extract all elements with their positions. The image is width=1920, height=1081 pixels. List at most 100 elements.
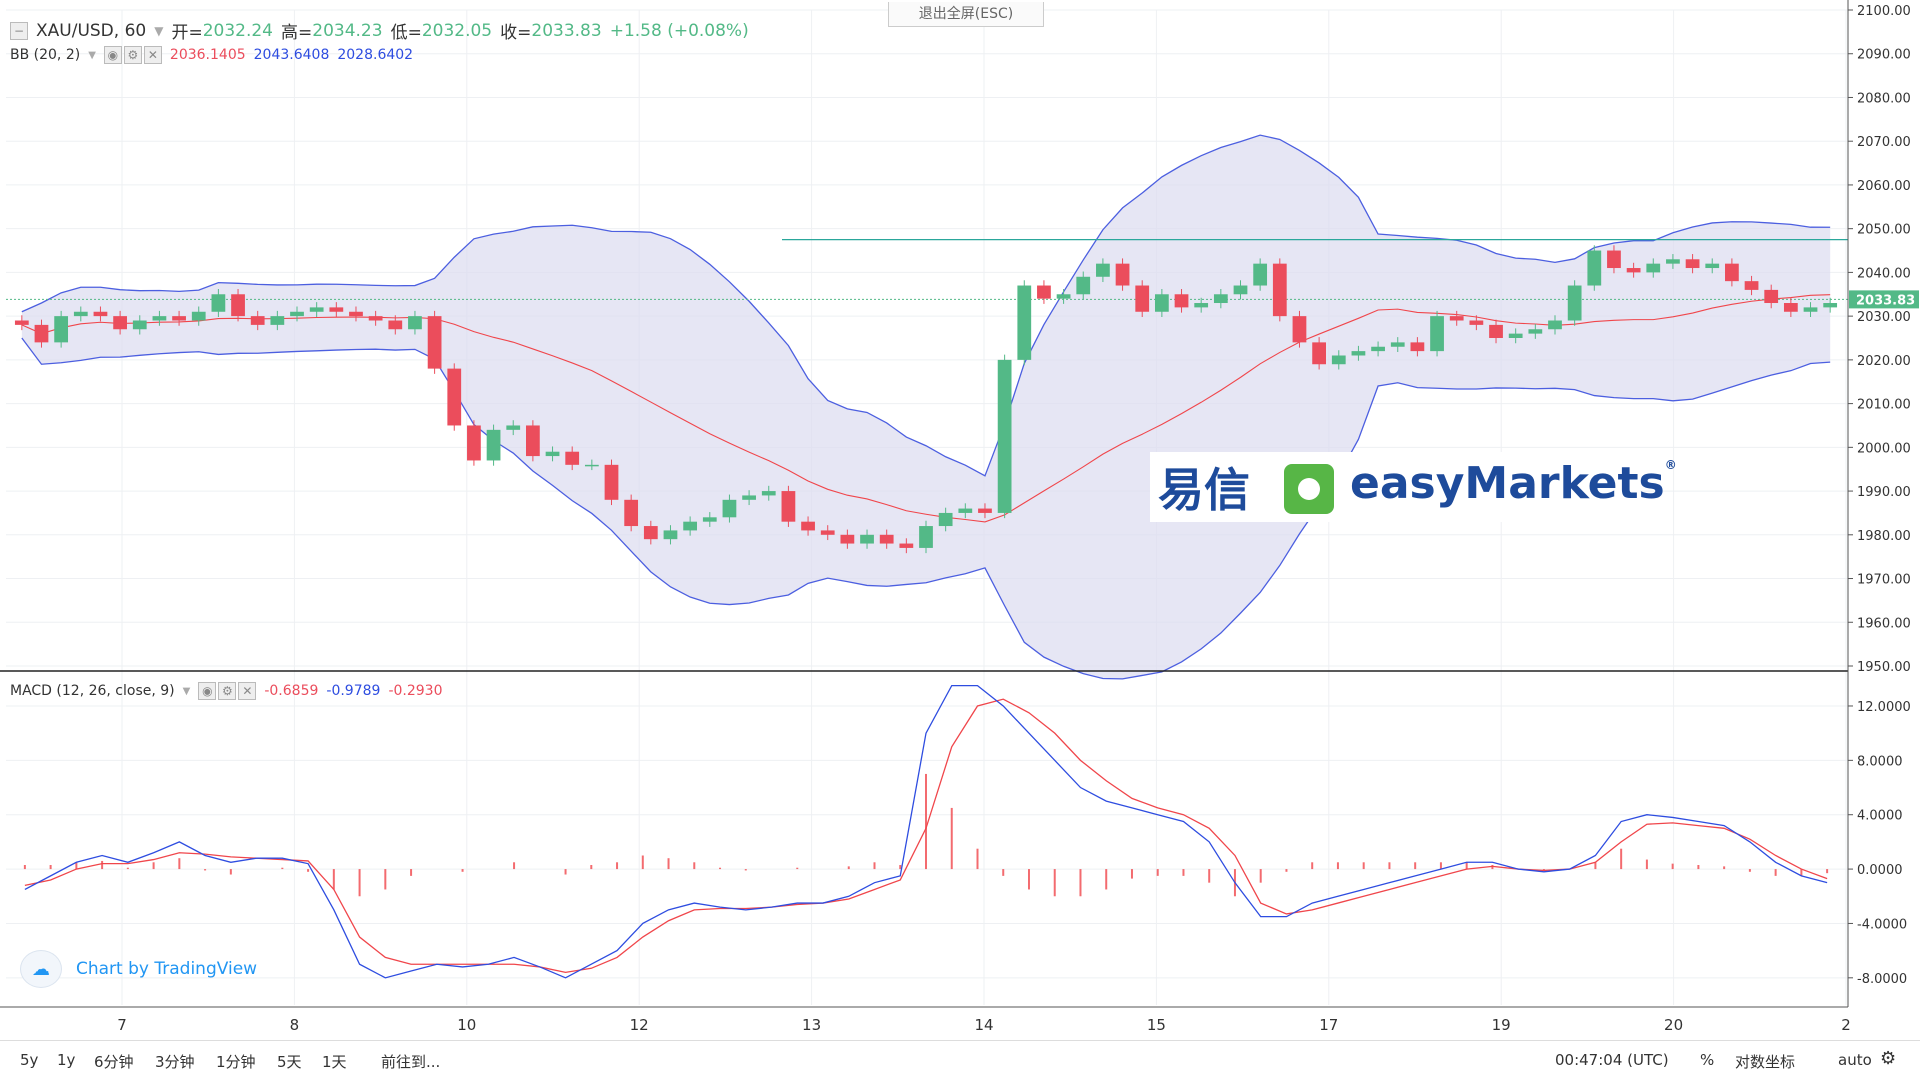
- candle-body: [821, 530, 835, 534]
- settings-icon[interactable]: ⚙: [124, 46, 142, 64]
- range-5y[interactable]: 5y: [20, 1051, 38, 1069]
- y-tick-label: 1990.00: [1857, 485, 1911, 500]
- candle-body: [624, 500, 638, 526]
- candle-body: [408, 316, 422, 329]
- brand-en: easyMarkets®: [1350, 458, 1677, 509]
- candle-body: [1234, 286, 1248, 295]
- candle-body: [1528, 329, 1542, 333]
- x-tick-label: 2: [1841, 1016, 1851, 1034]
- candle-body: [919, 526, 933, 548]
- candle-body: [880, 535, 894, 544]
- x-tick-label: 12: [630, 1016, 649, 1034]
- bb-name: BB (20, 2): [10, 47, 80, 63]
- macd-tick-label: -4.0000: [1857, 917, 1907, 932]
- candle-body: [998, 360, 1012, 513]
- candle-body: [860, 535, 874, 544]
- y-tick-label: 2080.00: [1857, 91, 1911, 106]
- goto-button[interactable]: 前往到...: [381, 1051, 440, 1072]
- bb-lower-value: 2028.6402: [337, 47, 413, 63]
- candle-body: [1253, 264, 1267, 286]
- settings-icon[interactable]: ⚙: [218, 682, 236, 700]
- candle-body: [153, 316, 167, 320]
- range-1y[interactable]: 1y: [57, 1051, 75, 1069]
- candle-body: [1273, 264, 1287, 316]
- candle-body: [349, 312, 363, 316]
- eye-icon[interactable]: ◉: [198, 682, 216, 700]
- chevron-down-icon[interactable]: ▼: [88, 50, 96, 61]
- signal-value: -0.9789: [326, 683, 380, 699]
- candle-body: [113, 316, 127, 329]
- y-tick-label: 2030.00: [1857, 310, 1911, 325]
- candle-body: [683, 522, 697, 531]
- candle-body: [801, 522, 815, 531]
- percent-toggle[interactable]: %: [1700, 1051, 1714, 1069]
- chevron-down-icon[interactable]: ▼: [183, 686, 191, 697]
- brand-cn: 易信: [1158, 454, 1250, 520]
- candle-body: [74, 312, 88, 316]
- y-tick-label: 2090.00: [1857, 48, 1911, 63]
- close-icon[interactable]: ✕: [144, 46, 162, 64]
- bb-band-fill: [22, 135, 1830, 679]
- candle-body: [1312, 342, 1326, 364]
- range-1m[interactable]: 1分钟: [216, 1051, 256, 1072]
- macd-tick-label: 12.0000: [1857, 700, 1911, 715]
- candle-body: [840, 535, 854, 544]
- candle-body: [251, 316, 265, 325]
- candle-body: [1469, 321, 1483, 325]
- candle-body: [310, 307, 324, 311]
- close-icon[interactable]: ✕: [238, 682, 256, 700]
- candle-body: [388, 321, 402, 330]
- range-5d[interactable]: 5天: [277, 1051, 302, 1072]
- chevron-down-icon[interactable]: ▼: [154, 24, 163, 38]
- macd-name: MACD (12, 26, close, 9): [10, 683, 175, 699]
- eye-icon[interactable]: ◉: [104, 46, 122, 64]
- range-3m[interactable]: 3分钟: [155, 1051, 195, 1072]
- y-tick-label: 1960.00: [1857, 616, 1911, 631]
- y-tick-label: 2020.00: [1857, 354, 1911, 369]
- range-6m[interactable]: 6分钟: [94, 1051, 134, 1072]
- candle-body: [270, 316, 284, 325]
- y-tick-label: 2100.00: [1857, 4, 1911, 19]
- candle-body: [1627, 268, 1641, 272]
- candle-body: [172, 316, 186, 320]
- candle-body: [506, 425, 520, 429]
- exit-fullscreen-button[interactable]: 退出全屏(ESC): [888, 2, 1044, 27]
- price-tag-label: 2033.83: [1856, 293, 1915, 308]
- macd-tick-label: 4.0000: [1857, 809, 1903, 824]
- candle-body: [585, 465, 599, 467]
- symbol-legend: − XAU/USD, 60 ▼ 开= 2032.24 高= 2034.23 低=…: [10, 18, 749, 43]
- gear-icon[interactable]: ⚙: [1880, 1048, 1896, 1069]
- candle-body: [644, 526, 658, 539]
- open-label: 开=: [171, 18, 202, 43]
- y-tick-label: 1950.00: [1857, 660, 1911, 675]
- collapse-icon[interactable]: −: [10, 22, 28, 40]
- candle-body: [1017, 286, 1031, 360]
- candle-body: [428, 316, 442, 368]
- tradingview-credit[interactable]: ☁ Chart by TradingView: [20, 950, 257, 988]
- close-value: 2033.83: [531, 21, 601, 41]
- x-tick-label: 7: [117, 1016, 127, 1034]
- candle-body: [1745, 281, 1759, 290]
- symbol-label: XAU/USD, 60: [36, 21, 146, 41]
- range-1d[interactable]: 1天: [322, 1051, 347, 1072]
- candle-body: [133, 321, 147, 330]
- candle-body: [978, 509, 992, 513]
- macd-tick-label: -8.0000: [1857, 972, 1907, 987]
- easymarkets-logo: 易信 easyMarkets®: [1150, 452, 1640, 522]
- candle-body: [231, 294, 245, 316]
- candle-body: [1371, 347, 1385, 351]
- macd-legend: MACD (12, 26, close, 9) ▼ ◉ ⚙ ✕ -0.6859 …: [10, 682, 442, 700]
- candle-body: [1214, 294, 1228, 303]
- candle-body: [54, 316, 68, 342]
- x-tick-label: 17: [1319, 1016, 1338, 1034]
- log-scale-toggle[interactable]: 对数坐标: [1735, 1051, 1795, 1072]
- auto-scale-toggle[interactable]: auto: [1838, 1051, 1872, 1069]
- credit-text[interactable]: Chart by TradingView: [76, 959, 257, 979]
- brand-en-text: easyMarkets: [1350, 458, 1665, 509]
- bb-upper-value: 2043.6408: [254, 47, 330, 63]
- y-tick-label: 2040.00: [1857, 266, 1911, 281]
- x-tick-label: 19: [1492, 1016, 1511, 1034]
- high-label: 高=: [281, 18, 312, 43]
- low-label: 低=: [391, 18, 422, 43]
